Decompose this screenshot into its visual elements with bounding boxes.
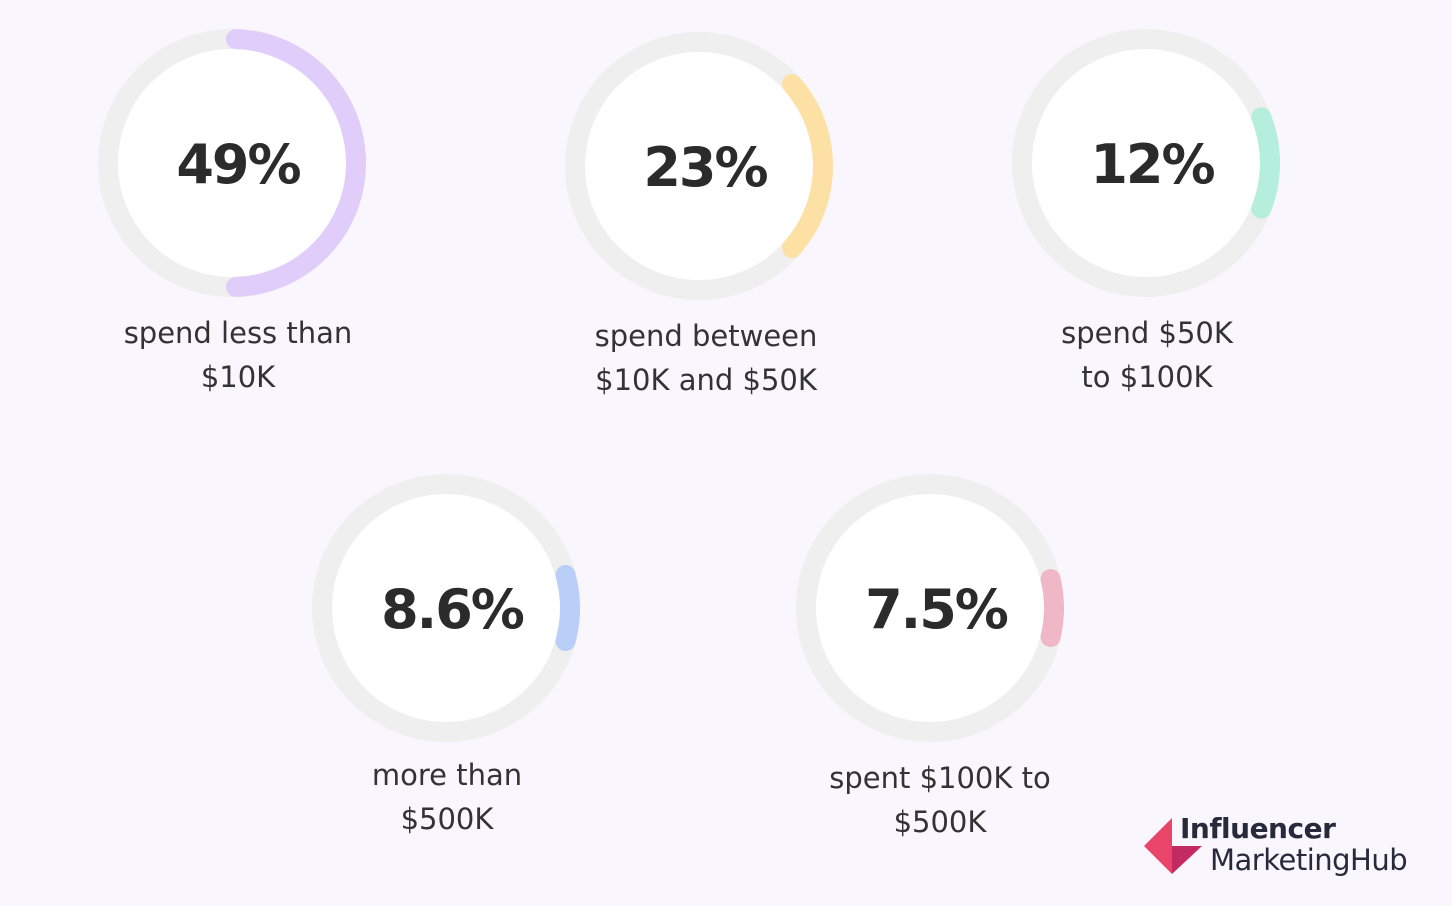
label-2: spend $50K to $100K: [977, 311, 1317, 399]
donut-4: 7.5%: [796, 474, 1064, 742]
label-line: $500K: [400, 802, 494, 836]
percent-label: 12%: [1090, 133, 1214, 196]
label-line: spend less than: [123, 316, 353, 350]
label-line: spent $100K to: [829, 761, 1051, 795]
label-line: spend $50K: [1061, 316, 1233, 350]
percent-label: 7.5%: [865, 578, 1008, 641]
donut-2: 12%: [1012, 29, 1280, 297]
label-line: spend between: [594, 319, 818, 353]
donut-arc: [782, 73, 833, 259]
donut-0: 49%: [98, 29, 366, 297]
donut-arc: [555, 564, 580, 652]
label-1: spend between $10K and $50K: [536, 314, 876, 402]
logo-text-influencer: Influencer: [1180, 812, 1336, 845]
percent-label: 8.6%: [381, 578, 524, 641]
label-4: spent $100K to $500K: [770, 756, 1110, 844]
influencer-marketing-hub-logo: Influencer MarketingHub: [1140, 812, 1440, 884]
donut-arc: [225, 29, 366, 297]
label-line: $10K and $50K: [595, 363, 817, 397]
percent-label: 23%: [643, 136, 767, 199]
donut-arc: [1040, 569, 1064, 647]
donut-1: 23%: [565, 32, 833, 300]
logo-mark-icon: [1144, 818, 1202, 874]
label-line: to $100K: [1081, 360, 1213, 394]
label-line: $10K: [200, 360, 276, 394]
percent-label: 49%: [176, 133, 300, 196]
label-line: more than: [371, 758, 523, 792]
label-3: more than $500K: [277, 753, 617, 841]
donut-3: 8.6%: [312, 474, 580, 742]
logo-text-marketinghub: MarketingHub: [1210, 843, 1408, 877]
donut-arc: [1251, 107, 1280, 219]
label-0: spend less than $10K: [68, 311, 408, 399]
label-line: $500K: [893, 805, 987, 839]
